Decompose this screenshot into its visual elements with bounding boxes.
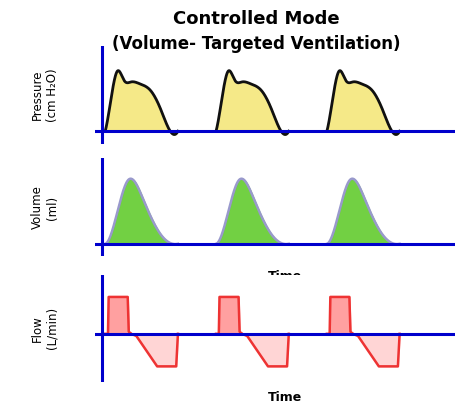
Text: Time: Time [268,391,302,404]
Y-axis label: Flow
(L/min): Flow (L/min) [31,307,59,349]
Text: Controlled Mode: Controlled Mode [173,10,339,28]
Text: Time: Time [268,158,302,171]
Y-axis label: Pressure
(cm H₂O): Pressure (cm H₂O) [31,68,59,122]
Text: (Volume- Targeted Ventilation): (Volume- Targeted Ventilation) [112,35,400,53]
Text: Time: Time [268,270,302,284]
Y-axis label: Volume
(ml): Volume (ml) [31,186,59,229]
